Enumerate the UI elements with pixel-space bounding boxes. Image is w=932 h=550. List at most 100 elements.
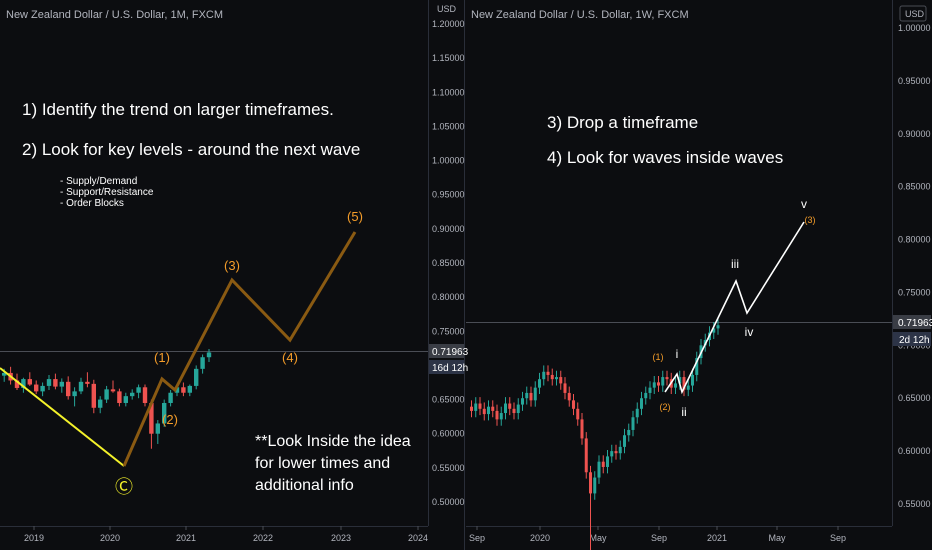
right-y-tick-label: 0.85000 — [898, 182, 931, 192]
degree-wave-label: (1) — [653, 352, 664, 362]
candle-body — [712, 328, 716, 333]
candle-body — [162, 402, 167, 424]
degree-wave-label: (2) — [660, 402, 671, 412]
candle-body — [686, 385, 690, 390]
candle-body — [487, 406, 490, 415]
right-y-tick-label: 0.55000 — [898, 499, 931, 509]
right-y-tick-label: 0.75000 — [898, 287, 931, 297]
note-step-2: 2) Look for key levels - around the next… — [22, 140, 360, 159]
candle-body — [563, 383, 567, 393]
right-time-tag: 2d 12h — [899, 335, 930, 346]
candle-body — [110, 389, 116, 392]
candle-body — [695, 358, 699, 375]
right-panel: New Zealand Dollar / U.S. Dollar, 1W, FX… — [466, 0, 932, 550]
candle-body — [567, 392, 571, 401]
right-time-tag-bg — [893, 332, 931, 346]
candle-body — [580, 419, 584, 439]
candle-body — [559, 377, 563, 384]
right-price-tag-bg — [893, 315, 931, 329]
left-y-tick-label: 0.85000 — [432, 258, 465, 268]
right-y-tick-label: 1.00000 — [898, 23, 931, 33]
right-x-tick-label: May — [589, 533, 607, 543]
candle-body — [478, 403, 482, 409]
candle-body — [678, 377, 682, 384]
note-step-1: 1) Identify the trend on larger timefram… — [22, 100, 334, 119]
candle-body — [521, 398, 524, 405]
candle-body — [661, 377, 665, 386]
sub-wave-label: iii — [731, 257, 739, 271]
degree-wave-label: (3) — [805, 215, 816, 225]
candle-body — [525, 392, 529, 399]
right-y-tick-label: 0.90000 — [898, 129, 931, 139]
candle-body — [482, 408, 486, 415]
right-x-tick-label: 2020 — [530, 533, 550, 543]
candle-body — [546, 371, 550, 375]
candle-body — [618, 446, 622, 454]
candle-body — [470, 406, 473, 411]
candle-body — [644, 392, 648, 399]
candle-body — [27, 379, 32, 385]
left-x-tick-label: 2022 — [253, 533, 273, 543]
candle-body — [78, 381, 84, 392]
sub-wave-line — [664, 221, 805, 395]
candle-body — [123, 396, 128, 403]
candle-body — [542, 371, 546, 380]
candle-body — [610, 451, 614, 457]
left-y-tick-label: 0.50000 — [432, 497, 465, 507]
wave-label: (1) — [154, 350, 170, 365]
candle-body — [635, 408, 639, 418]
left-x-tick-label: 2020 — [100, 533, 120, 543]
left-y-tick-label: 1.10000 — [432, 87, 465, 97]
candle-body — [46, 379, 52, 386]
bullet-order-blocks: - Order Blocks — [60, 198, 124, 209]
candle-body — [691, 374, 694, 386]
candle-body — [627, 429, 631, 436]
right-x-tick-label: May — [768, 533, 786, 543]
right-y-tick-label: 0.95000 — [898, 76, 931, 86]
note-step-3: 3) Drop a timeframe — [547, 113, 698, 132]
candle-body — [104, 389, 109, 400]
candle-body — [21, 379, 26, 388]
candle-body — [491, 406, 495, 411]
candle-body — [516, 404, 520, 414]
note-look-inside-3: additional info — [255, 477, 354, 494]
note-look-inside-1: **Look Inside the idea — [255, 433, 411, 450]
candle-body — [601, 461, 605, 467]
candle-body — [538, 379, 541, 388]
candle-body — [508, 403, 512, 409]
right-price-tag: 0.71963 — [898, 318, 932, 329]
right-x-tick-label: Sep — [469, 533, 485, 543]
left-price-tag: 0.71963 — [432, 347, 469, 358]
right-candles — [470, 318, 720, 550]
candle-body — [34, 384, 39, 392]
left-x-tick-label: 2019 — [24, 533, 44, 543]
sub-wave-label: ii — [681, 405, 686, 419]
candle-body — [665, 377, 669, 380]
right-x-ticks: Sep 2020 May Sep 2021 May Sep — [469, 526, 846, 543]
bullet-supply-demand: - Supply/Demand — [60, 176, 137, 187]
candle-body — [72, 391, 77, 397]
note-look-inside-2: for lower times and — [255, 455, 390, 472]
right-currency-box[interactable] — [899, 5, 927, 22]
sub-wave-label: v — [801, 197, 807, 211]
candle-body — [200, 357, 205, 369]
candle-body — [648, 387, 652, 393]
candle-body — [142, 387, 148, 403]
candle-body — [53, 379, 58, 387]
note-step-4: 4) Look for waves inside waves — [547, 148, 783, 167]
candle-body — [597, 461, 601, 478]
candle-body — [533, 387, 537, 401]
candle-body — [614, 451, 618, 454]
left-y-tick-label: 0.90000 — [432, 224, 465, 234]
left-x-ticks: 2019 2020 2021 2022 2023 2024 — [24, 526, 428, 543]
candle-body — [593, 477, 597, 494]
candle-body — [130, 392, 135, 397]
right-x-tick-label: Sep — [830, 533, 846, 543]
left-y-tick-label: 1.15000 — [432, 53, 465, 63]
left-y-ticks: 1.20000 1.15000 1.10000 1.05000 1.00000 0.950… — [432, 19, 465, 507]
wave-label: (4) — [282, 350, 298, 365]
wave-label-c: Ⓒ — [115, 477, 133, 497]
candle-body — [136, 387, 141, 393]
